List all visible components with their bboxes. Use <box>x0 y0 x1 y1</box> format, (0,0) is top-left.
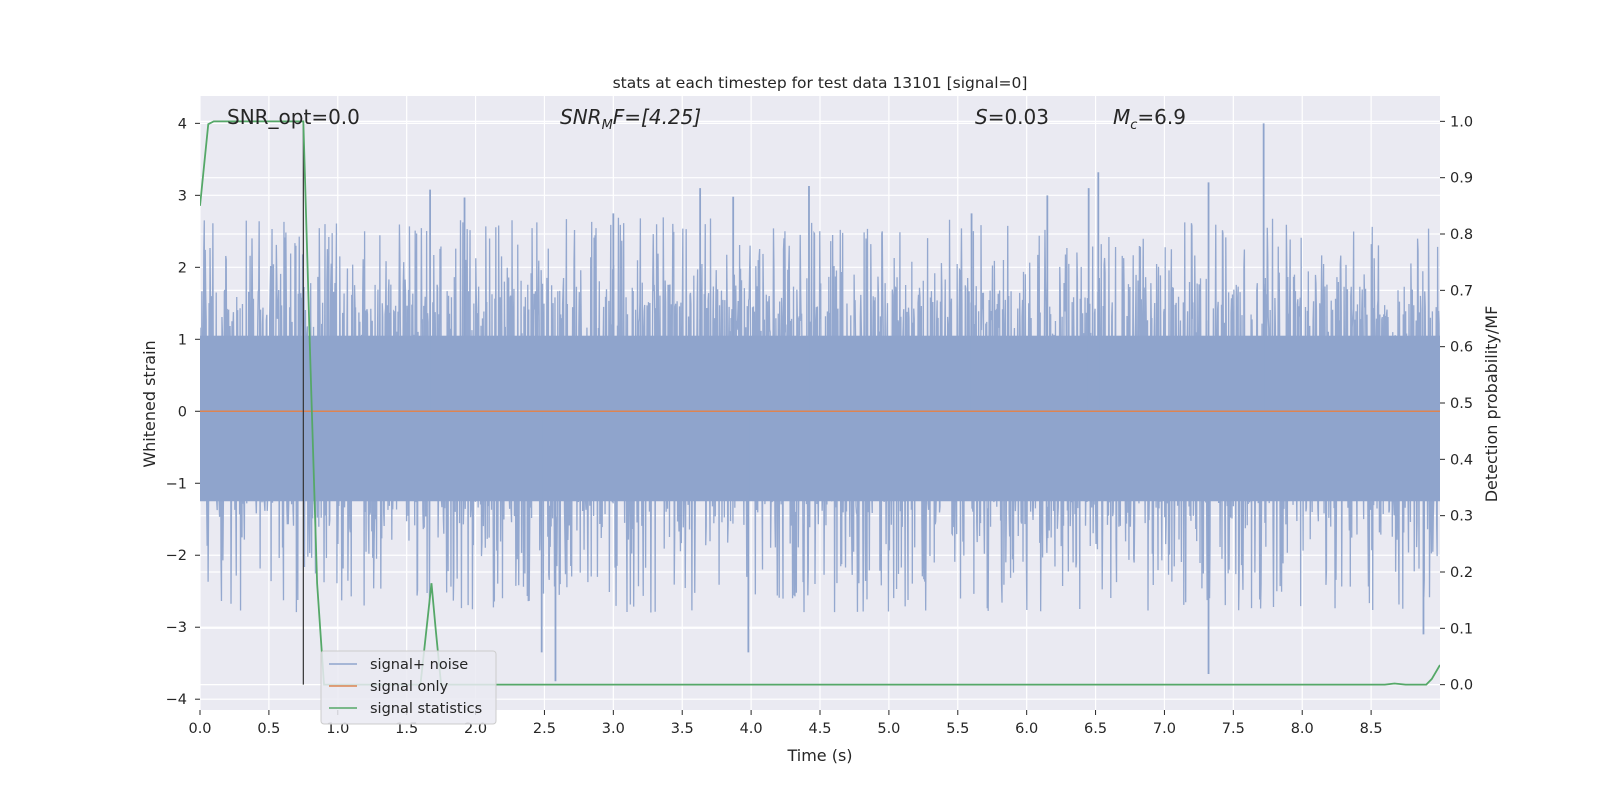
signal-statistics-line <box>200 120 1440 686</box>
x-tick-label: 3.0 <box>602 721 625 737</box>
y-tick-label: 0 <box>178 404 187 420</box>
y-right-tick-label: 0.5 <box>1450 396 1473 412</box>
x-axis-label: Time (s) <box>786 746 852 765</box>
x-tick-label: 2.0 <box>464 721 487 737</box>
y-tick-label: −2 <box>166 548 187 564</box>
legend-label-signal-statistics: signal statistics <box>370 701 482 717</box>
x-tick-label: 6.0 <box>1015 721 1038 737</box>
x-tick-label: 3.5 <box>671 721 694 737</box>
y-right-tick-label: 0.6 <box>1450 340 1473 356</box>
y-tick-label: 3 <box>178 188 187 204</box>
y-right-tick-label: 0.3 <box>1450 509 1473 525</box>
y-right-tick-label: 0.9 <box>1450 171 1473 187</box>
y-right-tick-label: 0.0 <box>1450 678 1473 694</box>
x-tick-label: 8.5 <box>1360 721 1383 737</box>
y-tick-label: −4 <box>166 692 187 708</box>
x-tick-label: 4.5 <box>808 721 831 737</box>
y-right-tick-label: 0.1 <box>1450 621 1473 637</box>
y-tick-label: −3 <box>166 620 187 636</box>
legend-label-signal-only: signal only <box>370 679 449 695</box>
x-tick-label: 1.0 <box>326 721 349 737</box>
y-right-tick-label: 0.4 <box>1450 452 1473 468</box>
y-tick-label: −1 <box>166 476 187 492</box>
x-tick-label: 2.5 <box>533 721 556 737</box>
s-annotation: S=0.03 <box>975 105 1049 129</box>
signal-noise-dense-band <box>200 335 1440 502</box>
signal-noise-series <box>200 123 1440 682</box>
y-axis-ticks: 4 3 2 1 0 −1 −2 −3 −4 <box>166 116 200 708</box>
legend-box <box>320 650 497 725</box>
y-right-tick-label: 0.2 <box>1450 565 1473 581</box>
snr-opt-annotation: SNR_opt=0.0 <box>227 105 360 129</box>
snr-mf-annotation: SNRMF=[4.25] <box>560 105 701 133</box>
mc-annotation: Mc=6.9 <box>1113 105 1186 133</box>
x-tick-label: 7.0 <box>1153 721 1176 737</box>
y-right-axis-label: Detection probability/MF <box>1482 306 1501 503</box>
x-tick-label: 8.0 <box>1291 721 1314 737</box>
x-tick-label: 6.5 <box>1084 721 1107 737</box>
y-tick-label: 1 <box>178 332 187 348</box>
signal-statistics-series <box>200 120 1440 686</box>
y-right-axis-ticks: 1.0 0.9 0.8 0.7 0.6 0.5 0.4 0.3 0.2 0.1 0.0 <box>1440 114 1473 694</box>
y-axis-label: Whitened strain <box>140 340 159 467</box>
x-tick-label: 0.5 <box>257 721 280 737</box>
y-right-tick-label: 1.0 <box>1450 114 1473 130</box>
x-tick-label: 1.5 <box>395 721 418 737</box>
x-tick-label: 5.5 <box>946 721 969 737</box>
x-axis-ticks: 0.0 0.5 1.0 1.5 2.0 2.5 3.0 3.5 4.0 4.5 5.0 5.5 6.0 6… <box>188 710 1383 737</box>
x-tick-label: 4.0 <box>740 721 763 737</box>
x-tick-label: 0.0 <box>188 721 211 737</box>
y-right-tick-label: 0.7 <box>1450 283 1473 299</box>
legend-label-signal-noise: signal+ noise <box>370 657 468 673</box>
x-tick-label: 5.0 <box>877 721 900 737</box>
chart-title: stats at each timestep for test data 131… <box>613 74 1028 92</box>
y-tick-label: 2 <box>178 260 187 276</box>
y-right-tick-label: 0.8 <box>1450 227 1473 243</box>
legend: signal+ noise signal only signal statist… <box>320 650 497 725</box>
x-tick-label: 7.5 <box>1222 721 1245 737</box>
y-tick-label: 4 <box>178 116 187 132</box>
